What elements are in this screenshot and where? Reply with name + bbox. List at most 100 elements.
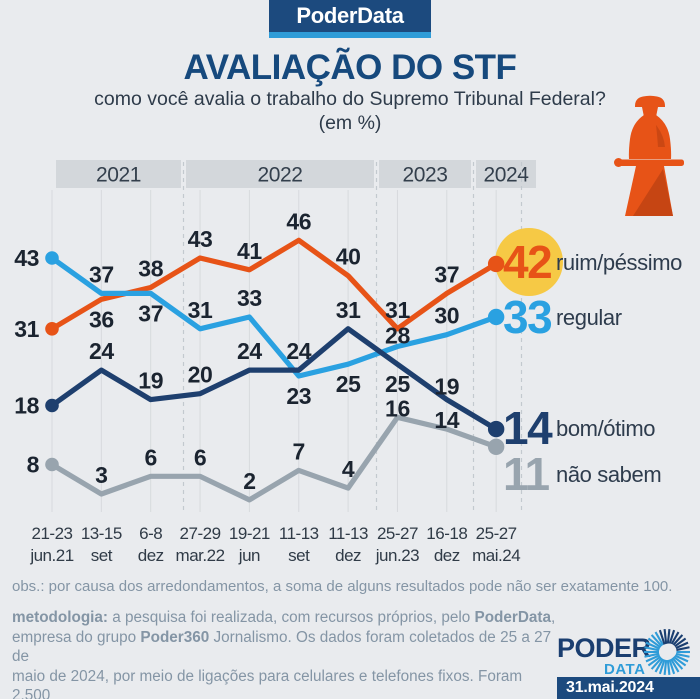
series-line-regular [49,255,499,379]
justice-statue-icon [614,95,684,216]
x-axis-label-month: dez [138,546,164,565]
x-axis-label-dates: 25-27 [476,524,517,543]
x-axis-label-dates: 11-13 [279,524,319,543]
point-label: 33 [237,285,262,311]
legend-label: regular [556,305,622,330]
legend-value: 14 [503,402,553,454]
point-label: 8 [27,452,40,478]
point-label: 24 [89,338,114,364]
x-axis-label-dates: 27-29 [180,524,221,543]
point-label: 6 [144,444,156,470]
page-title: AVALIAÇÃO DO STF [183,48,517,87]
point-label: 31 [385,297,410,323]
x-axis-label-dates: 16-18 [426,524,467,543]
point-label: 37 [138,300,163,326]
point-label: 6 [194,444,206,470]
legend-value: 11 [503,448,550,500]
point-label: 28 [385,323,410,349]
brand-banner: PoderData [269,0,431,32]
point-label: 20 [188,362,213,388]
legend-label: não sabem [556,462,661,487]
point-label: 31 [14,316,39,342]
point-label: 7 [293,438,305,464]
legend-value: 42 [503,236,551,288]
series-end-dot [487,255,505,273]
series-start-dot [45,322,59,336]
point-label: 24 [237,338,262,364]
point-label: 25 [385,371,410,397]
point-label: 43 [14,245,39,271]
page-subtitle: como você avalia o trabalho do Supremo T… [94,88,606,110]
x-axis-label-month: set [91,546,113,565]
year-band [186,160,374,188]
series-start-dot [45,398,59,413]
logo-burst-icon [644,629,690,675]
point-label: 43 [188,226,213,252]
x-axis-label-month: mar.22 [176,546,225,565]
point-label: 3 [95,462,107,488]
year-band [476,160,536,188]
year-band [379,160,471,188]
point-label: 4 [342,456,355,482]
point-label: 14 [434,407,459,433]
point-label: 30 [434,303,459,329]
point-label: 46 [286,208,311,234]
point-label: 38 [138,256,163,282]
logo-word-poder: PODER [557,633,651,663]
point-label: 16 [385,395,410,421]
brand-name: PoderData [296,3,404,28]
year-band-label: 2021 [96,164,141,187]
legend-label: bom/ótimo [556,416,655,441]
series-end-dot [487,308,505,326]
point-label: 23 [286,383,311,409]
point-label: 37 [89,261,114,287]
series-line-n-o-sabem [49,414,499,503]
x-axis-label-dates: 19-21 [229,524,270,543]
point-label: 18 [14,393,39,419]
series-end-dot [487,420,505,438]
point-label: 19 [138,368,163,394]
x-axis-label-month: set [288,546,310,565]
point-label: 25 [336,371,361,397]
year-band [56,160,181,188]
point-label: 2 [243,468,255,494]
x-axis-label-month: jun.23 [375,546,419,565]
x-axis-label-dates: 13-15 [81,524,122,543]
poderdata-logo: PODER DATA [556,629,692,678]
methodology-line: maio de 2024, por meio de ligações para … [12,667,523,699]
methodology-line: metodologia: a pesquisa foi realizada, c… [12,609,556,626]
methodology-text: metodologia: a pesquisa foi realizada, c… [12,608,557,699]
legend-value: 33 [503,291,551,343]
x-axis-label-month: dez [434,546,460,565]
point-label: 24 [286,338,311,364]
series-end-dot [487,438,505,455]
x-axis-label-dates: 21-23 [32,524,73,543]
rounding-note: obs.: por causa dos arredondamentos, a s… [12,578,673,595]
point-label: 19 [434,374,459,400]
x-axis-label-dates: 11-13 [328,524,368,543]
x-axis-label-month: dez [335,546,361,565]
highlight-circle [495,228,563,296]
brand-banner-strip [269,32,431,38]
series-line-ruim-p-ssimo [49,237,499,332]
point-label: 31 [188,297,213,323]
publication-date-box: 31.mai.2024 [557,677,700,699]
methodology-line: empresa do grupo Poder360 Jornalismo. Os… [12,628,552,666]
x-axis-label-dates: 25-27 [377,524,418,543]
point-label: 40 [336,244,361,270]
point-label: 37 [434,261,459,287]
series-start-dot [45,251,59,265]
publication-date: 31.mai.2024 [566,679,654,696]
x-axis-label-month: jun [238,546,260,565]
point-label: 31 [336,297,361,323]
series-line-bom-timo [49,326,499,432]
legend-label: ruim/péssimo [556,250,682,275]
series-start-dot [45,457,59,472]
year-band-label: 2024 [483,164,529,187]
point-label: 36 [89,306,114,332]
x-axis-label-month: jun.21 [29,546,73,565]
point-label: 41 [237,238,262,264]
x-axis-label-dates: 6-8 [139,524,162,543]
